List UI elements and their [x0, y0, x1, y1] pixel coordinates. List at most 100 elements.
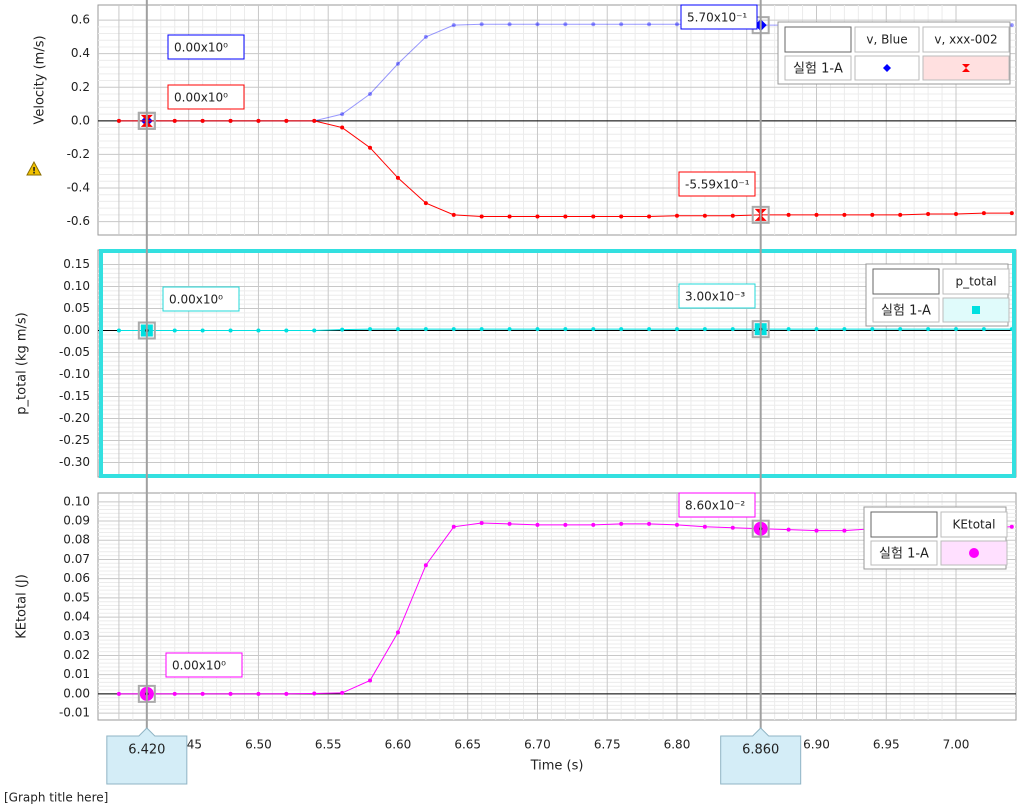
- data-point: [702, 213, 707, 218]
- x-tick-label: 7.00: [943, 738, 970, 752]
- x-tick-label: 6.90: [803, 738, 830, 752]
- data-point: [479, 327, 484, 332]
- readout-box: [680, 4, 758, 30]
- legend-series-name: p_total: [955, 275, 996, 289]
- data-point: [619, 22, 624, 27]
- data-point: [1009, 211, 1014, 216]
- readout-value: 8.60x10⁻²: [685, 499, 745, 513]
- cursor-label-box: [720, 727, 802, 785]
- data-point: [312, 118, 317, 123]
- data-point: [563, 327, 568, 332]
- readout-box: [167, 34, 245, 60]
- y-tick-label: 0.04: [63, 610, 90, 624]
- y-tick-label: 0.0: [71, 113, 90, 127]
- data-point: [674, 22, 679, 27]
- data-point: [926, 327, 931, 332]
- readout-value: -5.59x10⁻¹: [685, 178, 750, 192]
- data-point: [591, 22, 596, 27]
- data-point: [423, 34, 428, 39]
- data-point: [200, 328, 205, 333]
- readout-value: 5.70x10⁻¹: [687, 11, 747, 25]
- cursor-label-box: [106, 727, 188, 785]
- legend-run: 실험 1-A: [881, 304, 931, 319]
- data-point: [1009, 524, 1014, 529]
- data-point: [981, 211, 986, 216]
- readout-value: 0.00x10⁰: [169, 293, 223, 307]
- data-point: [814, 327, 819, 332]
- data-point: [116, 118, 121, 123]
- y-tick-label: -0.30: [59, 455, 90, 469]
- y-tick-label: 0.2: [71, 80, 90, 94]
- data-point: [423, 201, 428, 206]
- data-point: [395, 630, 400, 635]
- legend-run: 실험 1-A: [879, 547, 929, 562]
- cursor-label: 6.860: [742, 743, 779, 758]
- data-point: [368, 327, 373, 332]
- x-tick-label: 6.55: [315, 738, 342, 752]
- data-point: [451, 212, 456, 217]
- data-point: [619, 327, 624, 332]
- readout-box: [167, 84, 245, 110]
- data-point: [312, 691, 317, 696]
- data-point: [340, 690, 345, 695]
- data-point: [674, 522, 679, 527]
- data-point: [954, 327, 959, 332]
- data-point: [730, 213, 735, 218]
- x-axis-label: Time (s): [530, 759, 584, 774]
- data-point: [451, 23, 456, 28]
- x-tick-label: 6.50: [245, 738, 272, 752]
- data-point: [116, 691, 121, 696]
- data-point: [842, 212, 847, 217]
- data-point: [507, 521, 512, 526]
- x-tick-label: 6.65: [454, 738, 481, 752]
- marker: [140, 114, 153, 127]
- y-tick-label: -0.15: [59, 389, 90, 403]
- readout-value: 3.00x10⁻³: [685, 290, 745, 304]
- data-point: [619, 521, 624, 526]
- x-tick-label: 6.75: [594, 738, 621, 752]
- y-tick-label: 0.10: [63, 494, 90, 508]
- svg-text:!: !: [32, 167, 36, 177]
- data-point: [563, 22, 568, 27]
- y-tick-label: 0.06: [63, 571, 90, 585]
- readout-box: [678, 492, 756, 518]
- y-tick-label: -0.10: [59, 367, 90, 381]
- selected-panel-border: [99, 249, 1016, 478]
- data-point: [284, 691, 289, 696]
- readout-box: [678, 171, 756, 197]
- legend-cell: [872, 297, 940, 323]
- marker: [883, 64, 891, 72]
- data-point: [842, 327, 847, 332]
- data-point: [563, 214, 568, 219]
- y-tick-label: 0.10: [63, 279, 90, 293]
- y-axis-label: Velocity (m/s): [33, 35, 48, 124]
- y-tick-label: 0.09: [63, 514, 90, 528]
- data-point: [228, 118, 233, 123]
- data-point: [702, 327, 707, 332]
- data-point: [256, 328, 261, 333]
- data-point: [954, 212, 959, 217]
- marker: [969, 548, 979, 558]
- warning-icon: !: [26, 160, 42, 177]
- data-point: [284, 328, 289, 333]
- legend-cell: [784, 26, 852, 53]
- plot-area: [97, 249, 1017, 478]
- y-tick-label: 0.15: [63, 257, 90, 271]
- data-point: [535, 522, 540, 527]
- data-point: [451, 327, 456, 332]
- data-point: [591, 327, 596, 332]
- data-point: [395, 175, 400, 180]
- data-point: [451, 524, 456, 529]
- legend-cell: [784, 55, 852, 81]
- y-tick-label: 0.00: [63, 323, 90, 337]
- data-point: [674, 327, 679, 332]
- legend-series-name: v, xxx-002: [934, 33, 997, 47]
- data-point: [116, 328, 121, 333]
- data-point: [814, 528, 819, 533]
- readout-value: 0.00x10⁰: [174, 91, 228, 105]
- data-point: [479, 214, 484, 219]
- data-point: [172, 691, 177, 696]
- data-point: [256, 118, 261, 123]
- readout-box: [165, 652, 243, 678]
